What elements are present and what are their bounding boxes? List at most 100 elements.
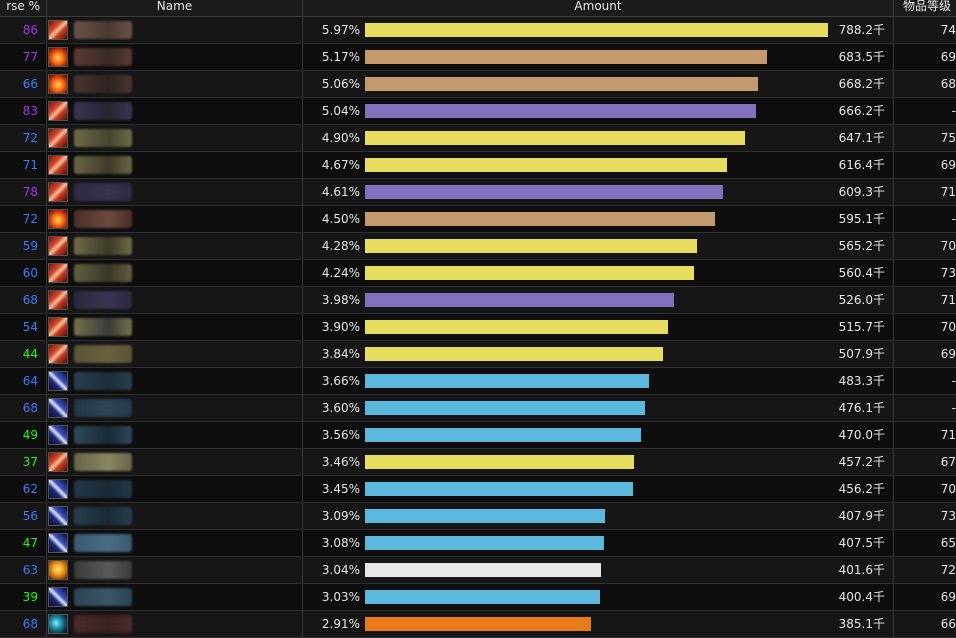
table-row[interactable]: 83 5.04% 666.2千 -: [0, 98, 956, 125]
fire-icon[interactable]: [48, 209, 68, 229]
player-name-redacted[interactable]: [74, 345, 132, 363]
blade-icon[interactable]: [48, 425, 68, 445]
player-name-redacted[interactable]: [74, 237, 132, 255]
amount-bar: [365, 239, 697, 253]
dh-icon[interactable]: [48, 344, 68, 364]
column-divider: [46, 314, 47, 340]
table-row[interactable]: 64 3.66% 483.3千 -: [0, 368, 956, 395]
table-row[interactable]: 71 4.67% 616.4千 69: [0, 152, 956, 179]
table-row[interactable]: 68 2.91% 385.1千 66: [0, 611, 956, 638]
player-name-redacted[interactable]: [74, 264, 132, 282]
column-divider: [46, 206, 47, 232]
player-name-redacted[interactable]: [74, 399, 132, 417]
table-row[interactable]: 49 3.56% 470.0千 71: [0, 422, 956, 449]
player-name-redacted[interactable]: [74, 426, 132, 444]
table-row[interactable]: 47 3.08% 407.5千 65: [0, 530, 956, 557]
amount-value: 788.2千: [838, 23, 885, 37]
player-name-redacted[interactable]: [74, 615, 132, 633]
player-name-redacted[interactable]: [74, 534, 132, 552]
table-row[interactable]: 72 4.90% 647.1千 75: [0, 125, 956, 152]
amount-percent: 5.17%: [321, 50, 360, 64]
amount-bar: [365, 590, 600, 604]
amount-bar: [365, 536, 604, 550]
name-column-header[interactable]: Name: [46, 0, 302, 16]
amount-percent: 3.98%: [321, 293, 360, 307]
player-name-redacted[interactable]: [74, 48, 132, 66]
table-row[interactable]: 63 3.04% 401.6千 72: [0, 557, 956, 584]
column-divider: [893, 260, 894, 286]
shadow-icon[interactable]: [48, 614, 68, 634]
amount-value: 507.9千: [838, 347, 885, 361]
blade-icon[interactable]: [48, 533, 68, 553]
fire-icon[interactable]: [48, 74, 68, 94]
parse-column-header[interactable]: rse %: [6, 0, 40, 13]
player-name-redacted[interactable]: [74, 21, 132, 39]
item-level-value: 68: [940, 77, 956, 91]
table-row[interactable]: 59 4.28% 565.2千 70: [0, 233, 956, 260]
column-divider: [893, 314, 894, 340]
blade-icon[interactable]: [48, 479, 68, 499]
fire-icon[interactable]: [48, 47, 68, 67]
amount-bar: [365, 185, 723, 199]
player-name-redacted[interactable]: [74, 372, 132, 390]
table-row[interactable]: 37 3.46% 457.2千 67: [0, 449, 956, 476]
skull-icon[interactable]: [48, 560, 68, 580]
table-row[interactable]: 54 3.90% 515.7千 70: [0, 314, 956, 341]
table-row[interactable]: 77 5.17% 683.5千 69: [0, 44, 956, 71]
player-name-redacted[interactable]: [74, 75, 132, 93]
table-row[interactable]: 66 5.06% 668.2千 68: [0, 71, 956, 98]
table-row[interactable]: 86 5.97% 788.2千 74: [0, 17, 956, 44]
amount-percent: 4.90%: [321, 131, 360, 145]
player-name-redacted[interactable]: [74, 183, 132, 201]
blade-icon[interactable]: [48, 587, 68, 607]
dh-icon[interactable]: [48, 182, 68, 202]
column-divider: [46, 611, 47, 637]
item-level-column-header[interactable]: 物品等级: [893, 0, 956, 16]
amount-value: 616.4千: [838, 158, 885, 172]
player-name-redacted[interactable]: [74, 129, 132, 147]
table-row[interactable]: 68 3.98% 526.0千 71: [0, 287, 956, 314]
parse-percentile: 49: [22, 428, 38, 442]
dh-icon[interactable]: [48, 236, 68, 256]
player-name-redacted[interactable]: [74, 480, 132, 498]
table-header: rse % Name Amount 物品等级: [0, 0, 956, 17]
player-name-redacted[interactable]: [74, 156, 132, 174]
blade-icon[interactable]: [48, 371, 68, 391]
player-name-redacted[interactable]: [74, 102, 132, 120]
dh-icon[interactable]: [48, 101, 68, 121]
player-name-redacted[interactable]: [74, 588, 132, 606]
amount-column-header[interactable]: Amount: [302, 0, 893, 16]
table-row[interactable]: 56 3.09% 407.9千 73: [0, 503, 956, 530]
player-name-redacted[interactable]: [74, 210, 132, 228]
dh-icon[interactable]: [48, 317, 68, 337]
table-row[interactable]: 78 4.61% 609.3千 71: [0, 179, 956, 206]
table-row[interactable]: 44 3.84% 507.9千 69: [0, 341, 956, 368]
amount-percent: 3.09%: [321, 509, 360, 523]
item-level-value: 72: [940, 563, 956, 577]
table-row[interactable]: 39 3.03% 400.4千 69: [0, 584, 956, 611]
dh-icon[interactable]: [48, 452, 68, 472]
dh-icon[interactable]: [48, 155, 68, 175]
item-level-value: 74: [940, 23, 956, 37]
item-level-value: 70: [940, 239, 956, 253]
dh-icon[interactable]: [48, 290, 68, 310]
dh-icon[interactable]: [48, 128, 68, 148]
blade-icon[interactable]: [48, 506, 68, 526]
player-name-redacted[interactable]: [74, 291, 132, 309]
blade-icon[interactable]: [48, 398, 68, 418]
item-level-value: -: [951, 104, 956, 118]
item-level-value: 65: [940, 536, 956, 550]
player-name-redacted[interactable]: [74, 318, 132, 336]
player-name-redacted[interactable]: [74, 507, 132, 525]
column-divider: [46, 17, 47, 43]
table-row[interactable]: 68 3.60% 476.1千 -: [0, 395, 956, 422]
player-name-redacted[interactable]: [74, 561, 132, 579]
table-row[interactable]: 72 4.50% 595.1千 -: [0, 206, 956, 233]
player-name-redacted[interactable]: [74, 453, 132, 471]
dh-icon[interactable]: [48, 263, 68, 283]
dh-icon[interactable]: [48, 20, 68, 40]
table-row[interactable]: 60 4.24% 560.4千 73: [0, 260, 956, 287]
amount-value: 647.1千: [838, 131, 885, 145]
table-row[interactable]: 62 3.45% 456.2千 70: [0, 476, 956, 503]
amount-value: 476.1千: [838, 401, 885, 415]
